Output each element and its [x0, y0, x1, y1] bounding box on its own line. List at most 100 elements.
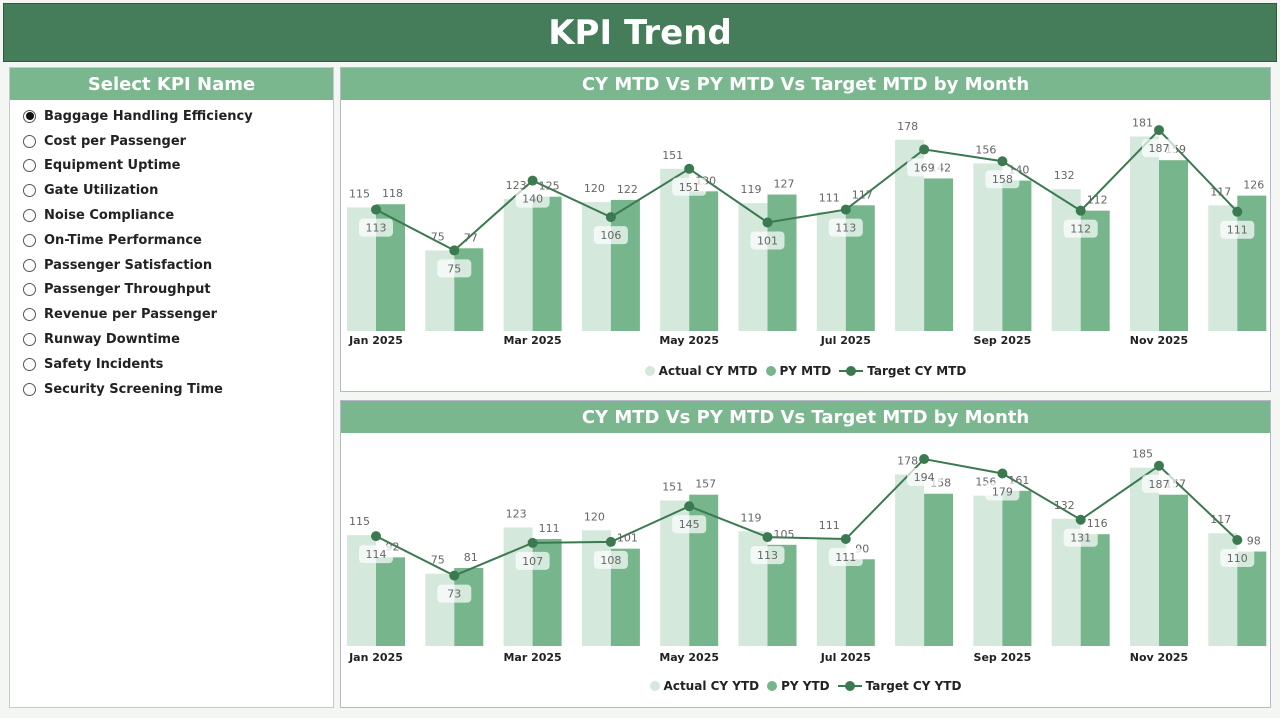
actual-bar — [1130, 467, 1159, 646]
py-bar — [1002, 490, 1032, 646]
radio-button-icon[interactable] — [23, 109, 36, 123]
target-point — [527, 537, 538, 548]
py-data-label: 77 — [464, 231, 478, 244]
py-data-label: 101 — [617, 532, 638, 545]
target-label-box — [985, 170, 1020, 189]
legend-actual-marker — [644, 366, 655, 376]
target-label-box — [1220, 220, 1255, 239]
py-bar — [1237, 195, 1267, 331]
target-point — [997, 468, 1008, 479]
kpi-option[interactable]: Cost per Passenger — [10, 129, 333, 154]
legend-actual[interactable]: Actual CY YTD — [649, 679, 760, 693]
target-data-label: 113 — [835, 222, 856, 235]
py-data-label: 112 — [1087, 194, 1108, 207]
x-tick-label: Sep 2025 — [974, 334, 1032, 347]
target-point — [1154, 460, 1164, 471]
target-data-label: 106 — [600, 229, 621, 242]
radio-button-icon[interactable] — [23, 159, 36, 173]
radio-button-icon[interactable] — [23, 333, 36, 347]
actual-bar — [1051, 189, 1081, 331]
target-data-label: 111 — [1227, 224, 1248, 237]
py-data-label: 98 — [1247, 535, 1261, 548]
target-label-box — [593, 550, 628, 569]
legend-target-label: Target CY YTD — [865, 679, 962, 693]
radio-button-icon[interactable] — [23, 184, 36, 198]
actual-bar — [503, 527, 533, 646]
actual-bar — [425, 573, 455, 646]
kpi-option[interactable]: Baggage Handling Efficiency — [10, 104, 333, 129]
x-tick-label: Nov 2025 — [1130, 651, 1188, 664]
x-tick-label: May 2025 — [659, 651, 719, 664]
actual-data-label: 120 — [584, 510, 605, 523]
actual-data-label: 75 — [431, 230, 445, 243]
target-label-box — [1063, 219, 1098, 238]
py-bar — [924, 178, 954, 331]
target-point — [605, 212, 616, 223]
kpi-option[interactable]: Safety Incidents — [10, 352, 333, 377]
legend-py[interactable]: PY MTD — [765, 364, 832, 378]
radio-button-icon[interactable] — [23, 258, 36, 272]
radio-button-icon[interactable] — [23, 134, 36, 148]
legend-actual-label: Actual CY YTD — [663, 679, 760, 693]
kpi-option[interactable]: Revenue per Passenger — [10, 302, 333, 327]
x-tick-label: Sep 2025 — [974, 651, 1032, 664]
target-point — [449, 245, 460, 256]
kpi-option[interactable]: Passenger Satisfaction — [10, 253, 333, 278]
x-tick-label: Jul 2025 — [820, 651, 871, 664]
actual-bar — [738, 203, 768, 331]
radio-button-icon[interactable] — [23, 283, 36, 297]
ytd-chart: CY MTD Vs PY MTD Vs Target MTD by Month … — [340, 400, 1271, 708]
target-point — [1075, 514, 1086, 525]
actual-bar — [895, 474, 925, 646]
target-label-box — [515, 551, 550, 570]
target-label-box — [828, 218, 863, 237]
legend-target[interactable]: Target CY MTD — [839, 364, 966, 378]
kpi-option[interactable]: On-Time Performance — [10, 228, 333, 253]
target-label-box — [1063, 528, 1098, 547]
target-data-label: 112 — [1070, 223, 1091, 236]
kpi-option-label: Passenger Satisfaction — [44, 257, 213, 273]
target-data-label: 179 — [992, 485, 1013, 498]
target-point — [684, 501, 695, 512]
actual-bar — [973, 163, 1003, 331]
radio-button-icon[interactable] — [23, 382, 36, 396]
kpi-option[interactable]: Noise Compliance — [10, 203, 333, 228]
radio-button-icon[interactable] — [23, 357, 36, 371]
target-data-label: 75 — [447, 262, 461, 275]
legend-py-label: PY MTD — [779, 364, 832, 378]
target-data-label: 187 — [1149, 142, 1170, 155]
radio-button-icon[interactable] — [23, 233, 36, 247]
kpi-option-label: Security Screening Time — [44, 381, 223, 397]
radio-button-icon[interactable] — [23, 209, 36, 223]
target-data-label: 131 — [1070, 532, 1091, 545]
legend-py-marker — [767, 681, 778, 691]
legend-py-label: PY YTD — [781, 679, 830, 693]
page-header: KPI Trend — [3, 3, 1277, 62]
py-bar — [1080, 534, 1110, 646]
py-bar — [1159, 494, 1188, 646]
actual-bar — [581, 202, 611, 331]
kpi-option[interactable]: Runway Downtime — [10, 327, 333, 352]
x-tick-label: Mar 2025 — [503, 334, 561, 347]
radio-button-icon[interactable] — [23, 308, 36, 322]
actual-bar — [581, 530, 611, 646]
py-bar — [845, 559, 875, 646]
py-bar — [610, 199, 640, 331]
py-data-label: 126 — [1243, 179, 1264, 192]
kpi-option[interactable]: Passenger Throughput — [10, 278, 333, 303]
actual-data-label: 178 — [897, 454, 918, 467]
legend-target[interactable]: Target CY YTD — [837, 679, 962, 693]
x-tick-label: Jan 2025 — [348, 651, 403, 664]
kpi-option[interactable]: Equipment Uptime — [10, 154, 333, 179]
target-point — [1232, 534, 1243, 545]
target-data-label: 145 — [679, 518, 700, 531]
legend-actual[interactable]: Actual CY MTD — [644, 364, 758, 378]
kpi-option[interactable]: Security Screening Time — [10, 377, 333, 402]
kpi-option[interactable]: Gate Utilization — [10, 178, 333, 203]
target-point — [527, 175, 538, 186]
legend-py[interactable]: PY YTD — [767, 679, 830, 693]
py-data-label: 117 — [852, 188, 873, 201]
actual-data-label: 117 — [1210, 513, 1231, 526]
py-data-label: 122 — [617, 183, 638, 196]
